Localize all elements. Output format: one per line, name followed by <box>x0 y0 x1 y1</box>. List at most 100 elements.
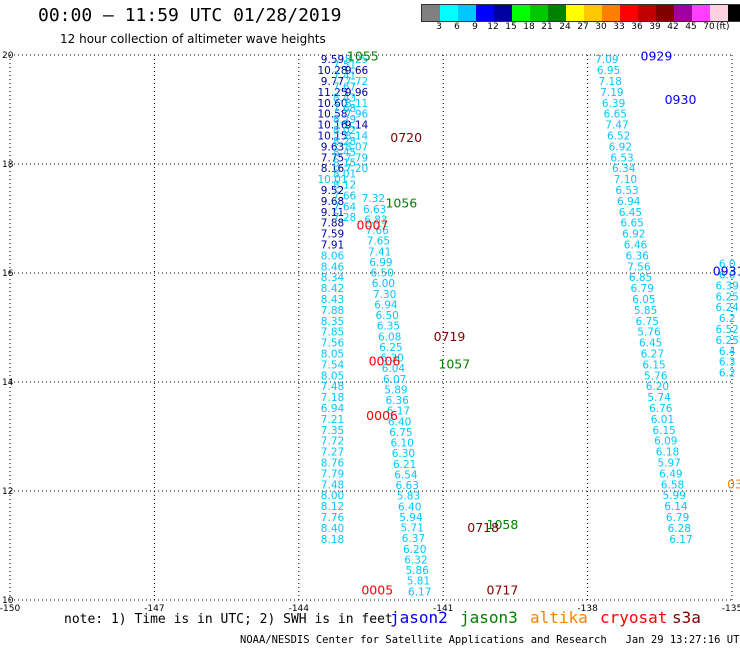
wave-height-value: 5.76 <box>644 370 668 382</box>
pass-time-label: 1055 <box>347 48 379 63</box>
wave-height-value: 7.30 <box>373 289 396 301</box>
wave-height-value: 5.99 <box>663 490 686 502</box>
wave-height-value: 6.00 <box>372 278 395 290</box>
wave-height-value: 8.07 <box>345 141 368 153</box>
wave-height-value: 6.17 <box>669 534 692 546</box>
wave-height-value: 6.25 <box>715 335 738 347</box>
colorbar-label: 27 <box>577 22 589 32</box>
pass-time-label: 0719 <box>434 329 466 344</box>
wave-height-value: 6.63 <box>396 480 419 492</box>
wave-height-value: 6.08 <box>378 331 401 343</box>
wave-height-value: 6.75 <box>389 427 412 439</box>
wave-height-value: 9.11 <box>321 207 344 219</box>
wave-height-value: 7.48 <box>321 479 344 491</box>
wave-height-value: 7.47 <box>605 120 628 132</box>
wave-height-value: 8.35 <box>321 316 344 328</box>
wave-height-value: 6.53 <box>610 152 633 164</box>
wave-height-value: 6.63 <box>363 204 386 216</box>
wave-height-value: 6.52 <box>607 130 630 142</box>
wave-height-value: 9.66 <box>345 65 369 77</box>
colorbar-swatch <box>440 5 458 21</box>
wave-height-value: 7.56 <box>321 338 345 350</box>
legend-cryosat: cryosat <box>600 608 668 627</box>
wave-height-value: 11.25 <box>317 87 347 99</box>
wave-height-value: 5.86 <box>406 565 430 577</box>
y-tick-label: 14 <box>2 378 14 388</box>
wave-height-value: 7.41 <box>333 71 356 83</box>
pass-time-label: 0718 <box>467 520 499 535</box>
wave-height-value: 8.05 <box>321 370 344 382</box>
pass-time-label: 0006 <box>369 354 401 369</box>
wave-height-value: 5.74 <box>647 392 671 404</box>
wave-height-value: 6.36 <box>385 395 409 407</box>
wave-height-value: 6.79 <box>666 512 689 524</box>
wave-height-value: 8.15 <box>333 158 356 170</box>
wave-height-value: 6.28 <box>668 523 691 535</box>
x-tick-label: -144 <box>289 604 310 614</box>
wave-height-value: 7.56 <box>627 261 651 273</box>
chart-subtitle: 12 hour collection of altimeter wave hei… <box>60 32 326 46</box>
pass-time-label: 0005 <box>361 583 393 598</box>
wave-height-value: 7.67 <box>333 81 356 93</box>
wave-height-value: 5.76 <box>637 327 661 339</box>
wave-height-value: 8.05 <box>321 348 344 360</box>
pass-time-label: 1056 <box>385 196 417 211</box>
wave-height-value: 6.24 <box>715 302 739 314</box>
x-tick-label: -147 <box>144 604 164 614</box>
wave-height-value: 6.10 <box>390 438 413 450</box>
wave-height-value: 5.97 <box>657 457 680 469</box>
wave-height-value: 8.42 <box>321 283 344 295</box>
wave-height-value: 6.39 <box>602 98 625 110</box>
wave-height-value: 6.94 <box>321 403 345 415</box>
colorbar-swatch <box>512 5 530 21</box>
wave-height-value: 8.14 <box>345 130 369 142</box>
colorbar-label: 12 <box>487 22 499 32</box>
colorbar-swatch <box>494 5 512 21</box>
pass-time-label: 0007 <box>357 217 389 232</box>
wave-height-value: 8.34 <box>321 272 345 284</box>
colorbar-label: 24 <box>559 22 571 32</box>
wave-height-value: 5.81 <box>407 576 430 588</box>
wave-height-value: 6.79 <box>631 283 654 295</box>
pass-time-label: 0326 <box>727 476 740 491</box>
colorbar-swatch <box>584 5 602 21</box>
wave-height-value: 7.41 <box>368 246 391 258</box>
wave-height-value: 9.77 <box>321 76 344 88</box>
wave-height-value: 6.17 <box>408 586 431 598</box>
wave-height-value: 6.34 <box>612 163 636 175</box>
wave-height-value: 6.01 <box>651 414 674 426</box>
wave-height-value: 6.20 <box>646 381 669 393</box>
colorbar-label: 33 <box>613 22 625 32</box>
wave-height-value: 6.99 <box>369 257 392 269</box>
wave-height-value: 7.10 <box>614 174 637 186</box>
wave-height-value: 7.64 <box>333 201 357 213</box>
wave-height-value: 6.30 <box>380 353 403 365</box>
colorbar-swatch <box>674 5 692 21</box>
wave-height-value: 6.25 <box>379 342 402 354</box>
wave-height-value: 6.65 <box>604 109 627 121</box>
colorbar-swatch <box>728 5 740 21</box>
wave-height-value: 6.49 <box>659 468 682 480</box>
wave-height-value: 6.94 <box>617 196 641 208</box>
wave-height-value: 6.94 <box>374 299 398 311</box>
colorbar-swatch <box>530 5 548 21</box>
legend-jason3: jason3 <box>460 608 518 627</box>
wave-height-value: 8.02 <box>333 125 356 137</box>
colorbar-swatch <box>692 5 710 21</box>
pass-time-label: 0930 <box>665 92 697 107</box>
colorbar-swatch <box>548 5 566 21</box>
wave-height-value: 8.06 <box>321 250 345 262</box>
wave-height-value: 8.12 <box>333 180 356 192</box>
wave-height-value: 8.76 <box>321 457 345 469</box>
wave-height-value: 6.52 <box>715 324 738 336</box>
wave-height-value: 8.28 <box>333 136 356 148</box>
wave-height-value: 7.76 <box>321 512 345 524</box>
wave-height-value: 6.4 <box>719 346 736 358</box>
wave-height-value: 6.92 <box>622 229 645 241</box>
wave-height-value: 5.83 <box>397 491 420 503</box>
wave-height-value: 7.21 <box>321 414 344 426</box>
wave-height-value: 7.18 <box>599 76 622 88</box>
colorbar-label: 15 <box>505 22 517 32</box>
x-tick-label: -135 <box>722 604 740 614</box>
